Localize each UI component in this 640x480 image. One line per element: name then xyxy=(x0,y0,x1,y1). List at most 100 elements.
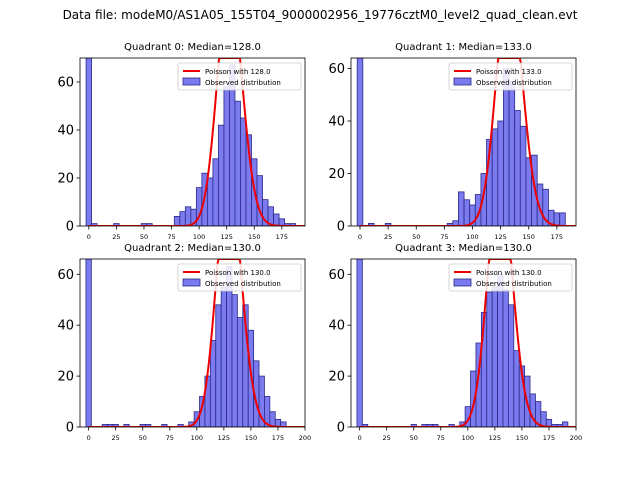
x-tick-label: 150 xyxy=(523,233,535,241)
histogram-bar xyxy=(278,218,285,226)
x-tick-label: 25 xyxy=(384,233,392,241)
histogram-bar xyxy=(448,424,455,427)
x-tick-label: 25 xyxy=(112,434,120,442)
histogram-bar xyxy=(112,424,119,427)
x-tick-label: 125 xyxy=(220,233,232,241)
histogram-bar xyxy=(356,58,364,226)
histogram-bar xyxy=(559,212,566,226)
histogram-bar xyxy=(212,158,219,226)
x-tick-label: 0 xyxy=(87,233,91,241)
x-tick-label: 150 xyxy=(245,434,257,442)
histogram-bar xyxy=(502,289,509,427)
histogram-bar xyxy=(206,177,214,226)
histogram-bar xyxy=(91,223,98,226)
x-tick-label: 175 xyxy=(272,434,284,442)
y-tick-label: 60 xyxy=(57,76,74,91)
histogram-bar xyxy=(553,212,561,226)
histogram-bar xyxy=(497,273,504,427)
y-tick-label: 60 xyxy=(57,268,74,283)
x-tick-label: 0 xyxy=(87,434,91,442)
x-tick-label: 100 xyxy=(466,233,478,241)
subplot-title: Quadrant 2: Median=130.0 xyxy=(124,243,261,254)
subplot-title: Quadrant 3: Median=130.0 xyxy=(395,243,532,254)
x-tick-label: 25 xyxy=(383,434,391,442)
subplot-1: 0 25 50 75 100 125 150 175 0 20 40 60 Quadrant 1: Me… xyxy=(328,42,577,241)
histogram-bar xyxy=(177,424,184,427)
histogram-bar xyxy=(361,424,369,427)
histogram-bar xyxy=(161,424,168,427)
x-tick-label: 75 xyxy=(167,233,175,241)
x-tick-label: 50 xyxy=(139,434,147,442)
poisson-curve xyxy=(88,259,305,427)
histogram-bar xyxy=(240,117,247,226)
histogram-bar xyxy=(463,199,471,226)
x-tick-label: 100 xyxy=(462,434,474,442)
histogram-bar xyxy=(145,424,152,427)
histogram-bar xyxy=(85,259,92,427)
x-tick-label: 75 xyxy=(437,434,445,442)
legend-label-poisson: Poisson with 128.0 xyxy=(205,68,271,76)
axes-frame xyxy=(79,57,306,227)
y-tick-label: 60 xyxy=(328,62,345,77)
legend-label-poisson: Poisson with 133.0 xyxy=(476,68,542,76)
subplot-title: Quadrant 0: Median=128.0 xyxy=(124,42,261,53)
y-tick-label: 20 xyxy=(328,370,345,385)
histogram-bar xyxy=(542,188,549,226)
x-tick-label: 100 xyxy=(193,233,205,241)
y-tick-label: 20 xyxy=(328,167,345,182)
y-tick-label: 40 xyxy=(57,319,74,334)
histogram-bar xyxy=(123,424,130,427)
histogram-bar xyxy=(179,211,186,226)
x-tick-label: 50 xyxy=(412,233,420,241)
x-tick-label: 150 xyxy=(516,434,528,442)
axes-frame xyxy=(79,258,306,428)
poisson-curve xyxy=(88,58,305,226)
legend-label-observed: Observed distribution xyxy=(476,79,552,87)
x-tick-label: 75 xyxy=(440,233,448,241)
legend-bar-swatch xyxy=(453,77,472,86)
histogram-bar xyxy=(519,125,527,226)
legend: Poisson with 130.0 Observed distribution xyxy=(448,263,573,292)
x-tick-label: 125 xyxy=(494,233,506,241)
legend-label-poisson: Poisson with 130.0 xyxy=(205,269,271,277)
y-tick-label: 20 xyxy=(57,370,74,385)
histogram-bar xyxy=(273,213,280,226)
legend-bar-swatch xyxy=(182,278,201,287)
histogram-bar xyxy=(256,175,263,226)
y-tick-label: 0 xyxy=(66,220,74,235)
histogram-bar xyxy=(458,191,465,226)
y-tick-label: 0 xyxy=(66,421,74,436)
histogram-bar xyxy=(223,86,230,226)
histogram-bar xyxy=(85,58,92,226)
x-tick-label: 175 xyxy=(276,233,288,241)
plot-area xyxy=(85,58,305,226)
histogram-bar xyxy=(432,424,439,427)
histogram-bar xyxy=(218,124,225,226)
x-tick-label: 100 xyxy=(191,434,203,442)
histogram-bar xyxy=(220,286,227,427)
histogram-bar xyxy=(491,128,499,226)
y-tick-label: 20 xyxy=(57,172,74,187)
x-tick-label: 50 xyxy=(140,233,148,241)
axes-frame xyxy=(350,57,577,227)
histogram-bar xyxy=(280,421,287,427)
histogram-bar xyxy=(562,421,569,427)
histogram-bar xyxy=(497,120,504,226)
x-tick-label: 25 xyxy=(112,233,120,241)
x-tick-label: 175 xyxy=(551,233,563,241)
histogram-bar xyxy=(234,100,241,226)
histogram-bar xyxy=(146,223,153,226)
histogram-bar xyxy=(491,286,498,427)
y-tick-label: 40 xyxy=(57,124,74,139)
histogram-bar xyxy=(503,68,510,226)
legend-bar-swatch xyxy=(182,77,201,86)
legend-box xyxy=(448,62,573,91)
histogram-bar xyxy=(236,317,244,427)
axes-frame xyxy=(350,258,577,428)
x-tick-label: 50 xyxy=(410,434,418,442)
figure-title: Data file: modeM0/AS1A05_155T04_90000029… xyxy=(62,8,578,22)
legend-label-observed: Observed distribution xyxy=(205,79,281,87)
x-tick-label: 0 xyxy=(358,434,362,442)
histogram-bar xyxy=(410,424,417,427)
